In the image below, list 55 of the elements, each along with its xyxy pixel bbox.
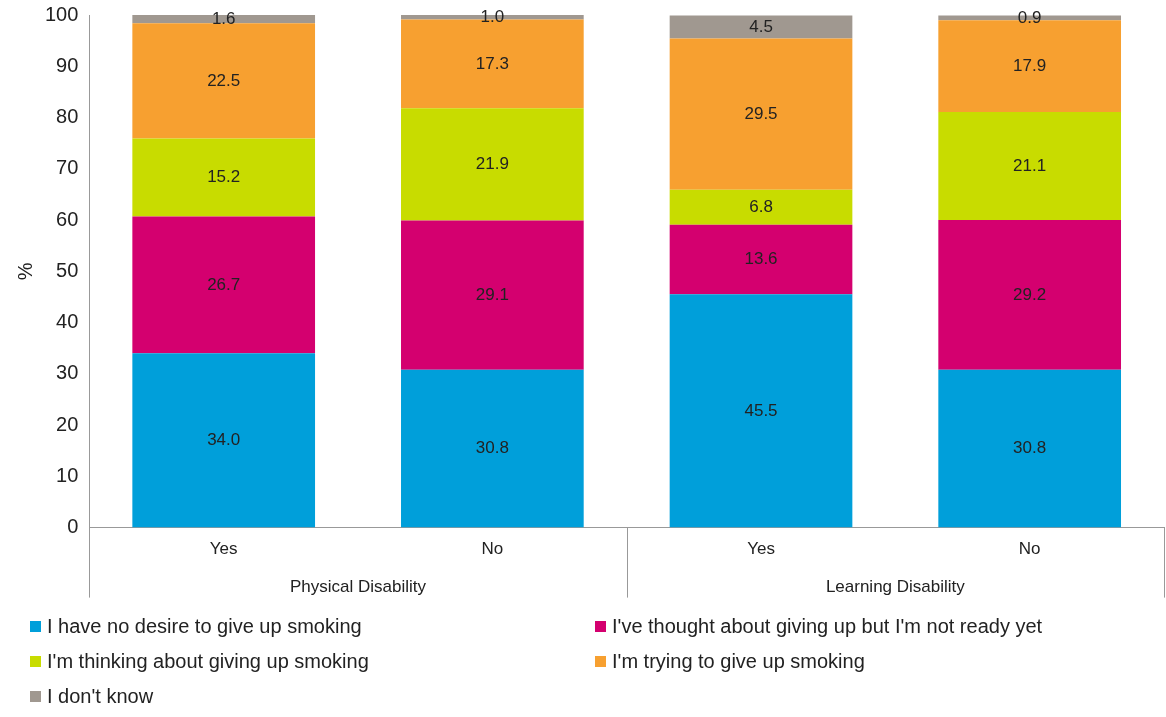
- y-tick-label: 100: [44, 2, 79, 25]
- legend-label: I'm thinking about giving up smoking: [47, 650, 369, 673]
- data-label: 34.0: [207, 430, 241, 450]
- x-tick-label: Yes: [747, 539, 775, 559]
- data-label: 17.9: [1013, 55, 1047, 75]
- legend-label: I've thought about giving up but I'm not ready yet: [612, 615, 1043, 638]
- bar: [669, 15, 853, 39]
- bar: [401, 108, 584, 221]
- bar: [938, 220, 1122, 370]
- bar: [401, 369, 584, 528]
- data-label: 26.7: [207, 274, 241, 294]
- bar: [938, 111, 1122, 221]
- x-tick-label: No: [481, 539, 504, 559]
- data-label: 15.2: [207, 167, 241, 187]
- bar: [669, 224, 853, 295]
- y-tick-label: 10: [56, 463, 79, 486]
- data-label: 4.5: [749, 16, 773, 36]
- data-label: 21.1: [1013, 155, 1047, 175]
- data-label: 21.9: [475, 154, 509, 174]
- data-label: 30.8: [475, 438, 509, 458]
- x-tick-label: No: [1018, 539, 1041, 559]
- bar: [669, 189, 853, 225]
- bar: [132, 353, 316, 528]
- data-label: 30.8: [1013, 438, 1047, 458]
- bar: [132, 138, 316, 217]
- data-label: 29.5: [744, 103, 778, 123]
- data-label: 22.5: [207, 70, 241, 90]
- data-label: 45.5: [744, 400, 778, 420]
- text: Learning Disability: [825, 577, 966, 597]
- bar: [132, 216, 316, 354]
- legend-label: I don't know: [47, 685, 154, 708]
- bar: [132, 23, 316, 139]
- y-tick-label: 0: [67, 515, 79, 538]
- y-tick-label: 40: [56, 310, 79, 333]
- y-tick-label: 50: [56, 258, 79, 281]
- y-tick-label: 20: [56, 412, 79, 435]
- y-axis-title: %: [13, 262, 36, 281]
- data-label: 17.3: [475, 53, 509, 73]
- data-label: 6.8: [749, 196, 773, 216]
- y-tick-label: 70: [56, 156, 79, 179]
- y-tick-label: 60: [56, 207, 79, 230]
- text: Physical Disability: [290, 577, 427, 597]
- y-tick-label: 90: [56, 53, 79, 76]
- data-label: 13.6: [744, 249, 778, 269]
- legend-label: I have no desire to give up smoking: [47, 615, 362, 638]
- bar: [669, 294, 853, 528]
- data-label: 29.2: [1013, 284, 1047, 304]
- bar: [401, 220, 584, 370]
- legend-label: I'm trying to give up smoking: [612, 650, 865, 673]
- y-tick-label: 30: [56, 361, 79, 384]
- x-tick-label: Yes: [209, 539, 238, 559]
- bar: [938, 369, 1122, 528]
- data-label: 29.1: [475, 284, 509, 304]
- y-tick-label: 80: [56, 105, 79, 128]
- bar: [669, 38, 853, 190]
